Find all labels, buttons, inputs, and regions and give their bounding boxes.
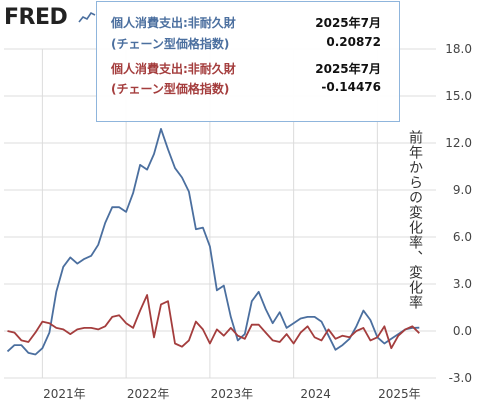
x-tick-labels: 2021年 2022年 2023年 2024 2025年 xyxy=(43,387,421,401)
tooltip-series2-value: -0.14476 xyxy=(321,80,381,94)
fred-logo[interactable]: FRED xyxy=(4,5,68,30)
y-tick-labels: 18.0 15.0 12.0 9.0 6.0 3.0 0.0 -3.0 xyxy=(445,42,472,385)
tooltip-series2-date: 2025年7月 xyxy=(315,62,381,76)
y-tick-label: 12.0 xyxy=(445,136,472,150)
y-tick-label: 0.0 xyxy=(453,324,472,338)
chart-tooltip: 個人消費支出:非耐久財 2025年7月 (チェーン型価格指数) 0.20872 … xyxy=(96,1,400,122)
series-lines xyxy=(6,127,420,356)
tooltip-series1-name-line2: (チェーン型価格指数) xyxy=(111,37,230,51)
x-tick-label: 2024 xyxy=(300,387,331,401)
y-tick-label: 18.0 xyxy=(445,42,472,56)
y-tick-label: 15.0 xyxy=(445,89,472,103)
tooltip-series1-date: 2025年7月 xyxy=(315,16,381,30)
y-tick-label: 3.0 xyxy=(453,277,472,291)
tooltip-series1-value: 0.20872 xyxy=(326,35,381,49)
y-tick-label: 9.0 xyxy=(453,183,472,197)
y-tick-label: -3.0 xyxy=(449,371,472,385)
x-tick-label: 2025年 xyxy=(378,387,421,401)
x-tick-label: 2023年 xyxy=(211,387,254,401)
x-tick-label: 2022年 xyxy=(127,387,170,401)
y-tick-label: 6.0 xyxy=(453,230,472,244)
x-tick-label: 2021年 xyxy=(43,387,86,401)
y-axis-label: 前年からの変化率、変化率 xyxy=(407,130,423,310)
tooltip-series2-name-line1: 個人消費支出:非耐久財 xyxy=(111,62,236,76)
tooltip-series1-name-line1: 個人消費支出:非耐久財 xyxy=(111,16,236,30)
chart-line-icon xyxy=(78,11,96,23)
series-line-2[interactable] xyxy=(7,294,420,350)
tooltip-series2-name-line2: (チェーン型価格指数) xyxy=(111,82,230,96)
